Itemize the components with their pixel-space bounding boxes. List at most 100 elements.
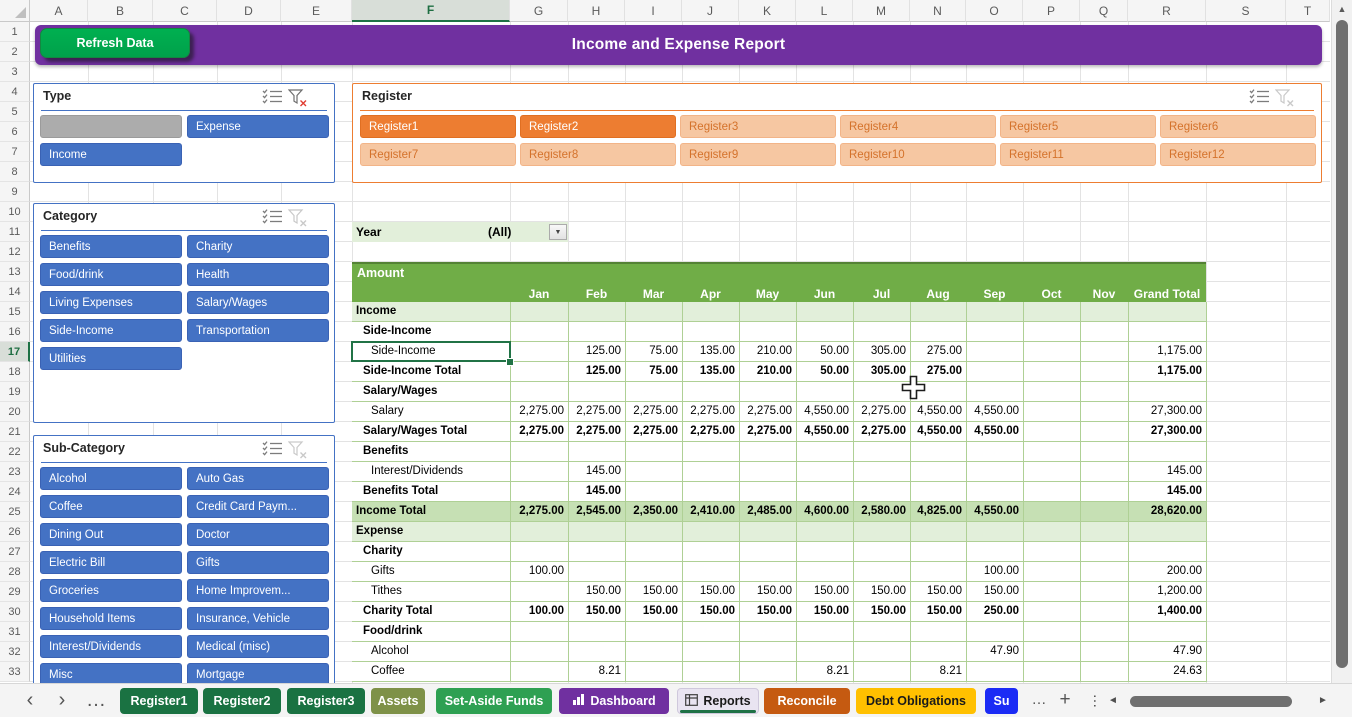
pivot-cell[interactable] bbox=[1128, 522, 1206, 541]
row-header-16[interactable]: 16 bbox=[0, 322, 30, 342]
slicer-item-blank[interactable] bbox=[40, 115, 182, 138]
pivot-cell[interactable]: 150.00 bbox=[796, 582, 853, 601]
row-header-11[interactable]: 11 bbox=[0, 222, 30, 242]
pivot-cell[interactable] bbox=[682, 642, 739, 661]
row-header-21[interactable]: 21 bbox=[0, 422, 30, 442]
pivot-cell[interactable] bbox=[910, 642, 966, 661]
pivot-cell[interactable] bbox=[682, 562, 739, 581]
pivot-cell[interactable]: 4,825.00 bbox=[910, 502, 966, 521]
pivot-cell[interactable] bbox=[910, 382, 966, 401]
pivot-cell[interactable] bbox=[1128, 542, 1206, 561]
pivot-cell[interactable]: 2,580.00 bbox=[853, 502, 910, 521]
pivot-col-header-Jun[interactable]: Jun bbox=[796, 284, 853, 304]
pivot-cell[interactable] bbox=[1080, 422, 1128, 441]
pivot-cell[interactable] bbox=[1023, 622, 1080, 641]
slicer-item-Income[interactable]: Income bbox=[40, 143, 182, 166]
pivot-cell[interactable] bbox=[739, 382, 796, 401]
pivot-cell[interactable] bbox=[1023, 642, 1080, 661]
pivot-cell[interactable]: 8.21 bbox=[796, 662, 853, 681]
row-header-27[interactable]: 27 bbox=[0, 542, 30, 562]
pivot-cell[interactable] bbox=[796, 522, 853, 541]
pivot-cell[interactable]: 145.00 bbox=[1128, 482, 1206, 501]
slicer-item-Register9[interactable]: Register9 bbox=[680, 143, 836, 166]
pivot-cell[interactable] bbox=[910, 322, 966, 341]
pivot-cell[interactable]: 8.21 bbox=[910, 662, 966, 681]
multi-select-icon[interactable] bbox=[262, 441, 284, 459]
pivot-cell[interactable] bbox=[682, 382, 739, 401]
pivot-cell[interactable] bbox=[910, 562, 966, 581]
pivot-cell[interactable] bbox=[625, 382, 682, 401]
pivot-cell[interactable] bbox=[739, 482, 796, 501]
pivot-cell[interactable] bbox=[966, 482, 1023, 501]
pivot-cell[interactable] bbox=[796, 562, 853, 581]
pivot-cell[interactable]: 150.00 bbox=[682, 582, 739, 601]
slicer-item-Register11[interactable]: Register11 bbox=[1000, 143, 1156, 166]
slicer-item-Benefits[interactable]: Benefits bbox=[40, 235, 182, 258]
pivot-cell[interactable] bbox=[568, 322, 625, 341]
pivot-cell[interactable] bbox=[910, 542, 966, 561]
pivot-cell[interactable]: 2,485.00 bbox=[739, 502, 796, 521]
pivot-cell[interactable] bbox=[966, 322, 1023, 341]
pivot-cell[interactable] bbox=[1080, 502, 1128, 521]
pivot-cell[interactable] bbox=[796, 322, 853, 341]
pivot-cell[interactable]: 100.00 bbox=[966, 562, 1023, 581]
pivot-cell[interactable] bbox=[739, 662, 796, 681]
row-header-9[interactable]: 9 bbox=[0, 182, 30, 202]
column-header-O[interactable]: O bbox=[966, 0, 1023, 22]
pivot-cell[interactable]: 150.00 bbox=[910, 582, 966, 601]
pivot-cell[interactable] bbox=[853, 482, 910, 501]
pivot-cell[interactable] bbox=[510, 382, 568, 401]
pivot-cell[interactable] bbox=[1080, 302, 1128, 321]
pivot-cell[interactable] bbox=[1023, 542, 1080, 561]
pivot-row-label[interactable]: Charity bbox=[352, 542, 510, 561]
row-header-2[interactable]: 2 bbox=[0, 42, 30, 62]
slicer-item-Transportation[interactable]: Transportation bbox=[187, 319, 329, 342]
vertical-scrollbar[interactable]: ▲ bbox=[1331, 0, 1352, 683]
pivot-cell[interactable]: 2,275.00 bbox=[853, 402, 910, 421]
row-header-4[interactable]: 4 bbox=[0, 82, 30, 102]
pivot-cell[interactable]: 150.00 bbox=[910, 602, 966, 621]
pivot-cell[interactable] bbox=[739, 462, 796, 481]
pivot-cell[interactable]: 1,175.00 bbox=[1128, 342, 1206, 361]
slicer-item-Expense[interactable]: Expense bbox=[187, 115, 329, 138]
pivot-cell[interactable]: 28,620.00 bbox=[1128, 502, 1206, 521]
row-header-3[interactable]: 3 bbox=[0, 62, 30, 82]
sheet-tab-reconcile[interactable]: Reconcile bbox=[764, 688, 850, 714]
pivot-cell[interactable] bbox=[739, 522, 796, 541]
pivot-cell[interactable] bbox=[966, 622, 1023, 641]
clear-filter-icon[interactable] bbox=[288, 441, 310, 459]
pivot-cell[interactable] bbox=[682, 322, 739, 341]
pivot-cell[interactable]: 150.00 bbox=[853, 582, 910, 601]
pivot-cell[interactable] bbox=[1080, 322, 1128, 341]
pivot-cell[interactable]: 2,275.00 bbox=[682, 402, 739, 421]
pivot-cell[interactable] bbox=[1023, 502, 1080, 521]
column-header-C[interactable]: C bbox=[153, 0, 217, 22]
pivot-cell[interactable]: 145.00 bbox=[568, 462, 625, 481]
pivot-cell[interactable] bbox=[739, 622, 796, 641]
pivot-cell[interactable] bbox=[625, 482, 682, 501]
pivot-cell[interactable] bbox=[1080, 522, 1128, 541]
sheet-tab-register2[interactable]: Register2 bbox=[203, 688, 281, 714]
pivot-cell[interactable] bbox=[739, 442, 796, 461]
pivot-cell[interactable]: 135.00 bbox=[682, 342, 739, 361]
pivot-cell[interactable]: 150.00 bbox=[625, 582, 682, 601]
slicer-item-Insurance, Vehicle[interactable]: Insurance, Vehicle bbox=[187, 607, 329, 630]
pivot-cell[interactable] bbox=[966, 382, 1023, 401]
pivot-cell[interactable]: 4,550.00 bbox=[966, 402, 1023, 421]
pivot-cell[interactable] bbox=[966, 362, 1023, 381]
clear-filter-icon[interactable] bbox=[288, 209, 310, 227]
pivot-cell[interactable] bbox=[1128, 322, 1206, 341]
pivot-col-header-May[interactable]: May bbox=[739, 284, 796, 304]
column-header-Q[interactable]: Q bbox=[1080, 0, 1128, 22]
hscroll-right-icon[interactable]: ► bbox=[1318, 692, 1334, 710]
hscroll-left-icon[interactable]: ◄ bbox=[1108, 692, 1124, 710]
pivot-row-label[interactable]: Food/drink bbox=[352, 622, 510, 641]
sheet-tab-su[interactable]: Su bbox=[985, 688, 1018, 714]
pivot-cell[interactable] bbox=[625, 542, 682, 561]
column-header-F[interactable]: F bbox=[352, 0, 510, 22]
pivot-cell[interactable] bbox=[682, 462, 739, 481]
pivot-col-header-Grand Total[interactable]: Grand Total bbox=[1128, 284, 1206, 304]
row-header-31[interactable]: 31 bbox=[0, 622, 30, 642]
pivot-cell[interactable]: 145.00 bbox=[568, 482, 625, 501]
row-header-7[interactable]: 7 bbox=[0, 142, 30, 162]
